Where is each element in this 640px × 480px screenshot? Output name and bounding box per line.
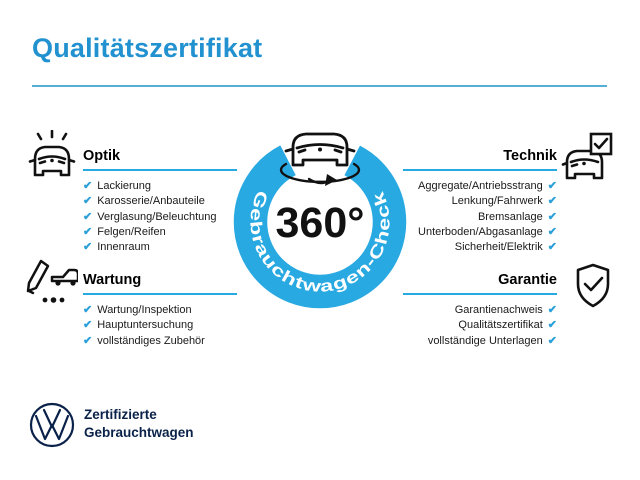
car-checkbox-icon: [561, 132, 613, 180]
section-garantie-title: Garantie: [498, 272, 557, 288]
brand-line-2: Gebrauchtwagen: [84, 425, 194, 440]
section-optik: Optik ✔ Lackierung ✔ Karosserie/Anbautei…: [83, 147, 237, 255]
checklist-item: ✔ Unterboden/Abgasanlage: [418, 225, 557, 240]
checklist-item: ✔ Verglasung/Beleuchtung: [83, 210, 237, 225]
section-technik-underline: [403, 169, 557, 171]
check-icon: ✔: [547, 334, 557, 347]
checklist-item: ✔ Sicherheit/Elektrik: [455, 240, 557, 255]
center-360-badge: Gebrauchtwagen-Check 360°: [233, 132, 407, 309]
checklist-item-label: Felgen/Reifen: [97, 225, 166, 238]
checklist-item: ✔ Lackierung: [83, 179, 237, 194]
checklist-item-label: Bremsanlage: [477, 210, 543, 223]
checklist-item: ✔ Lenkung/Fahrwerk: [452, 194, 557, 209]
checklist-item-label: Verglasung/Beleuchtung: [97, 210, 217, 223]
ring: [233, 135, 407, 309]
section-optik-underline: [83, 169, 237, 171]
car-shine-icon: [28, 130, 76, 177]
section-technik: Technik ✔ Aggregate/Antriebsstrang ✔ Len…: [403, 147, 557, 255]
checklist-item: ✔ Felgen/Reifen: [83, 225, 237, 240]
checklist-item-label: Innenraum: [97, 241, 150, 254]
section-technik-title: Technik: [503, 148, 557, 164]
section-wartung-title: Wartung: [83, 272, 142, 288]
check-icon: ✔: [83, 319, 93, 332]
check-icon: ✔: [547, 210, 557, 223]
section-wartung-underline: [83, 293, 237, 295]
checklist-item: ✔ Bremsanlage: [478, 210, 557, 225]
checklist-item: ✔ vollständiges Zubehör: [83, 334, 237, 349]
checklist-item-label: Unterboden/Abgasanlage: [418, 225, 543, 238]
checklist-item-label: Aggregate/Antriebsstrang: [418, 180, 543, 192]
optik-checklist: ✔ Lackierung ✔ Karosserie/Anbauteile ✔ V…: [83, 179, 237, 255]
check-icon: ✔: [83, 241, 93, 254]
check-icon: ✔: [547, 225, 557, 238]
check-icon: ✔: [83, 334, 93, 347]
checklist-item: ✔ Aggregate/Antriebsstrang: [418, 179, 557, 194]
check-icon: ✔: [83, 210, 93, 223]
checklist-item: ✔ Karosserie/Anbauteile: [83, 194, 237, 209]
brand-text: Zertifizierte Gebrauchtwagen: [84, 406, 194, 442]
check-icon: ✔: [83, 195, 93, 208]
section-wartung: Wartung ✔ Wartung/Inspektion ✔ Hauptunte…: [83, 271, 237, 349]
checklist-item-label: Wartung/Inspektion: [97, 304, 192, 316]
section-garantie: Garantie ✔ Garantienachweis ✔ Qualitätsz…: [403, 271, 557, 349]
checklist-item-label: Karosserie/Anbauteile: [97, 195, 205, 208]
checklist-item: ✔ Hauptuntersuchung: [83, 318, 237, 333]
page-title: Qualitätszertifikat: [32, 33, 263, 63]
check-icon: ✔: [547, 319, 557, 332]
title-divider: [32, 85, 607, 87]
checklist-item: ✔ Wartung/Inspektion: [83, 303, 237, 318]
checklist-item: ✔ Garantienachweis: [455, 303, 557, 318]
check-icon: ✔: [83, 225, 93, 238]
checklist-item-label: vollständige Unterlagen: [427, 334, 543, 347]
checklist-item-label: Garantienachweis: [454, 304, 543, 316]
checklist-pencil-car-icon: [26, 259, 78, 303]
checklist-item: ✔ Qualitätszertifikat: [458, 318, 557, 333]
garantie-checklist: ✔ Garantienachweis ✔ Qualitätszertifikat…: [403, 303, 557, 349]
vw-logo: [29, 402, 75, 448]
checklist-item: ✔ vollständige Unterlagen: [428, 334, 557, 349]
check-icon: ✔: [547, 241, 557, 254]
checklist-item-label: Sicherheit/Elektrik: [454, 241, 543, 254]
checklist-item: ✔ Innenraum: [83, 240, 237, 255]
check-icon: ✔: [83, 180, 93, 192]
brand-line-1: Zertifizierte: [84, 407, 157, 422]
checklist-item-label: Qualitätszertifikat: [458, 319, 543, 332]
check-icon: ✔: [547, 304, 557, 316]
technik-checklist: ✔ Aggregate/Antriebsstrang ✔ Lenkung/Fah…: [403, 179, 557, 255]
checklist-item-label: Lenkung/Fahrwerk: [451, 195, 543, 208]
car-360-rotation-icon: [279, 132, 361, 185]
wartung-checklist: ✔ Wartung/Inspektion ✔ Hauptuntersuchung…: [83, 303, 237, 349]
shield-check-icon: [576, 263, 610, 308]
checklist-item-label: Hauptuntersuchung: [97, 319, 194, 332]
check-icon: ✔: [83, 304, 93, 316]
section-optik-title: Optik: [83, 148, 121, 164]
rotation-arrowhead: [325, 174, 337, 186]
checklist-item-label: Lackierung: [97, 180, 152, 192]
check-icon: ✔: [547, 195, 557, 208]
checklist-item-label: vollständiges Zubehör: [97, 334, 205, 347]
degree-value: 360°: [276, 199, 365, 247]
section-garantie-underline: [403, 293, 557, 295]
check-icon: ✔: [547, 180, 557, 192]
